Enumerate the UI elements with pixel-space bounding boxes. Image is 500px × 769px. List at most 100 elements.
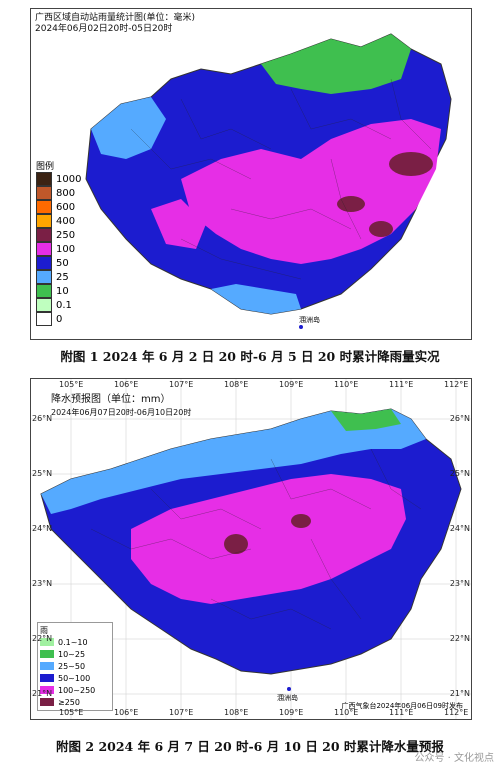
legend-swatch bbox=[36, 312, 52, 326]
map1-peak-2 bbox=[337, 196, 365, 212]
map1-peak-1 bbox=[389, 152, 433, 176]
lat-label-right: 26°N bbox=[449, 414, 470, 423]
lon-label-top: 105°E bbox=[59, 380, 84, 389]
map1-title: 广西区域自动站雨量统计图(单位：毫米) bbox=[35, 13, 196, 23]
map1-legend-title: 图例 bbox=[36, 162, 55, 172]
map2-legend: 雨 0.1~10 10~25 25~50 50~100 100~250 ≥250 bbox=[37, 622, 113, 711]
legend-swatch bbox=[36, 242, 52, 256]
legend-swatch bbox=[36, 186, 52, 200]
map1-legend-item: 10 bbox=[36, 284, 96, 298]
legend-label: 1000 bbox=[56, 173, 82, 185]
legend-label: 0 bbox=[56, 313, 63, 325]
map2-legend-item: 10~25 bbox=[40, 648, 110, 660]
map2-legend-item: 0.1~10 bbox=[40, 636, 110, 648]
legend-label: 600 bbox=[56, 201, 76, 213]
lon-label-top: 111°E bbox=[389, 380, 414, 389]
lon-label-top: 110°E bbox=[334, 380, 359, 389]
map1-legend-item: 400 bbox=[36, 214, 96, 228]
map2-legend-item: ≥250 bbox=[40, 696, 110, 708]
legend-label: 0.1 bbox=[56, 299, 72, 311]
map1-region-green-north bbox=[261, 34, 411, 94]
lat-label-right: 25°N bbox=[449, 469, 470, 478]
legend-label: 10~25 bbox=[58, 649, 86, 659]
legend-label: 400 bbox=[56, 215, 76, 227]
map2-region-magenta-band bbox=[131, 474, 406, 604]
lat-label-left: 21°N bbox=[32, 689, 53, 698]
legend-label: 250 bbox=[56, 229, 76, 241]
legend-swatch bbox=[36, 298, 52, 312]
watermark: 公众号 · 文化视点 bbox=[414, 753, 494, 764]
map1-legend-item: 250 bbox=[36, 228, 96, 242]
legend-label: 25 bbox=[56, 271, 69, 283]
legend-swatch bbox=[36, 256, 52, 270]
legend-swatch bbox=[36, 214, 52, 228]
map2-subtitle: 2024年06月07日20时-06月10日20时 bbox=[51, 408, 192, 417]
lat-label-right: 24°N bbox=[449, 524, 470, 533]
map1-legend-item: 50 bbox=[36, 256, 96, 270]
map1-legend-item: 1000 bbox=[36, 172, 96, 186]
legend-label: 0.1~10 bbox=[58, 637, 88, 647]
lon-label-top: 107°E bbox=[169, 380, 194, 389]
rainfall-forecast-map: 降水预报图（单位：mm） 2024年06月07日20时-06月10日20时 雨 … bbox=[30, 378, 472, 720]
lon-label-bottom: 107°E bbox=[169, 708, 194, 717]
legend-swatch bbox=[36, 270, 52, 284]
map2-peak-1 bbox=[224, 534, 248, 554]
map2-island bbox=[287, 687, 291, 691]
map1-island bbox=[299, 325, 303, 329]
caption-1: 附图 1 2024 年 6 月 2 日 20 时-6 月 5 日 20 时累计降… bbox=[60, 349, 440, 364]
map1-region-coast bbox=[211, 284, 301, 314]
map1-island-label: 涠洲岛 bbox=[299, 316, 320, 324]
map1-legend-item: 100 bbox=[36, 242, 96, 256]
lon-label-bottom: 108°E bbox=[224, 708, 249, 717]
legend-swatch bbox=[36, 284, 52, 298]
legend-swatch bbox=[40, 674, 54, 682]
map1-legend-item: 800 bbox=[36, 186, 96, 200]
map1-legend-item: 600 bbox=[36, 200, 96, 214]
legend-label: 50 bbox=[56, 257, 69, 269]
lon-label-bottom: 109°E bbox=[279, 708, 304, 717]
map1-legend: 图例 1000 800 600 400 250 100 50 25 10 0.1 0 bbox=[36, 159, 96, 326]
legend-swatch bbox=[40, 638, 54, 646]
map2-peak-2 bbox=[291, 514, 311, 528]
lat-label-left: 25°N bbox=[32, 469, 53, 478]
lat-label-left: 23°N bbox=[32, 579, 53, 588]
lon-label-top: 108°E bbox=[224, 380, 249, 389]
legend-swatch bbox=[40, 650, 54, 658]
lat-label-left: 22°N bbox=[32, 634, 53, 643]
lon-label-bottom: 110°E bbox=[334, 708, 359, 717]
map1-legend-item: 25 bbox=[36, 270, 96, 284]
legend-swatch bbox=[36, 200, 52, 214]
map1-region-magenta-west bbox=[151, 199, 206, 249]
lat-label-right: 23°N bbox=[449, 579, 470, 588]
legend-swatch bbox=[40, 698, 54, 706]
lon-label-top: 109°E bbox=[279, 380, 304, 389]
map2-title: 降水预报图（单位：mm） bbox=[51, 394, 171, 405]
map2-region-green-north bbox=[331, 409, 401, 431]
legend-label: 25~50 bbox=[58, 661, 86, 671]
legend-label: 100~250 bbox=[58, 685, 96, 695]
map2-region-lightblue-north bbox=[41, 409, 426, 514]
lon-label-bottom: 106°E bbox=[114, 708, 139, 717]
lon-label-top: 112°E bbox=[444, 380, 469, 389]
map2-legend-item: 25~50 bbox=[40, 660, 110, 672]
lon-label-bottom: 105°E bbox=[59, 708, 84, 717]
map1-region-lightblue-west bbox=[91, 97, 166, 159]
map2-issued-note: 广西气象台2024年06月06日09时发布 bbox=[341, 702, 463, 710]
legend-label: 800 bbox=[56, 187, 76, 199]
map1-subtitle: 2024年06月02日20时-05日20时 bbox=[35, 24, 173, 34]
map2-island-label: 涠洲岛 bbox=[277, 694, 298, 702]
legend-swatch bbox=[36, 228, 52, 242]
legend-label: 50~100 bbox=[58, 673, 91, 683]
map1-peak-3 bbox=[369, 221, 393, 237]
map1-canvas bbox=[31, 9, 471, 339]
legend-swatch bbox=[40, 686, 54, 694]
legend-swatch bbox=[40, 662, 54, 670]
lat-label-left: 24°N bbox=[32, 524, 53, 533]
legend-label: 100 bbox=[56, 243, 76, 255]
map1-legend-item: 0.1 bbox=[36, 298, 96, 312]
map1-legend-item: 0 bbox=[36, 312, 96, 326]
lat-label-right: 22°N bbox=[449, 634, 470, 643]
rainfall-observed-map: 广西区域自动站雨量统计图(单位：毫米) 2024年06月02日20时-05日20… bbox=[30, 8, 472, 340]
lat-label-left: 26°N bbox=[32, 414, 53, 423]
map2-legend-item: 50~100 bbox=[40, 672, 110, 684]
